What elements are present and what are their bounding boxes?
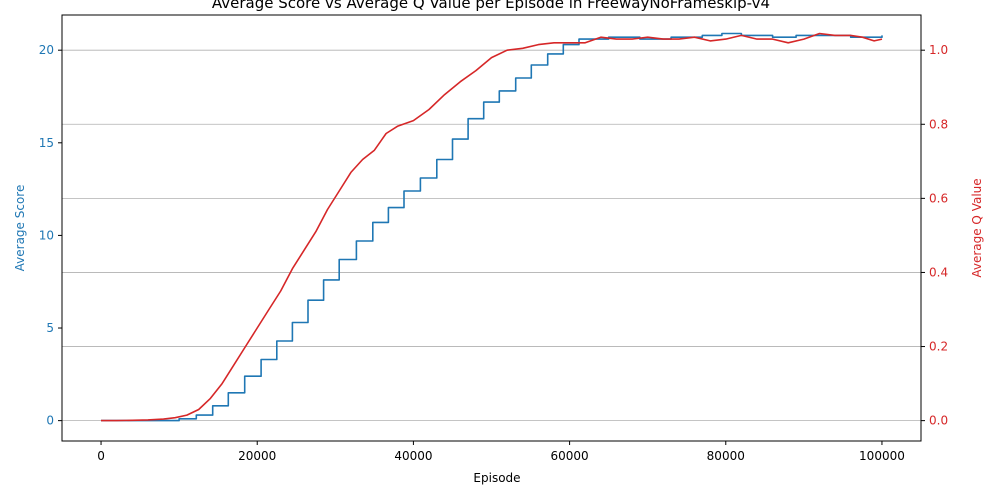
y-axis-right: 0.0 0.2 0.4 0.6 0.8 1.0 — [921, 43, 948, 428]
y-axis-left-label: Average Score — [13, 185, 27, 272]
y-left-tick-label: 20 — [39, 43, 54, 57]
x-axis: 0 20000 40000 60000 80000 100000 — [97, 441, 905, 463]
y-axis-right-label: Average Q Value — [970, 178, 984, 277]
series-layer — [101, 32, 883, 422]
x-tick-label: 100000 — [859, 449, 905, 463]
chart-title: Average Score vs Average Q Value per Epi… — [212, 0, 770, 12]
x-tick-label: 0 — [97, 449, 105, 463]
y-axis-left: 0 5 10 15 20 — [39, 43, 62, 428]
y-right-tick-label: 0.2 — [929, 340, 948, 354]
series-line-score — [101, 32, 883, 422]
y-right-tick-label: 1.0 — [929, 43, 948, 57]
plot-frame — [61, 14, 922, 442]
x-tick-label: 80000 — [707, 449, 745, 463]
y-left-tick-label: 0 — [46, 414, 54, 428]
y-left-tick-label: 5 — [46, 321, 54, 335]
x-tick-label: 20000 — [238, 449, 276, 463]
y-left-tick-label: 10 — [39, 228, 54, 242]
y-right-tick-label: 0.8 — [929, 117, 948, 131]
x-tick-label: 40000 — [394, 449, 432, 463]
gridlines — [62, 49, 921, 422]
y-right-tick-label: 0.4 — [929, 265, 948, 279]
x-tick-label: 60000 — [550, 449, 588, 463]
y-right-tick-label: 0.6 — [929, 191, 948, 205]
y-left-tick-label: 15 — [39, 136, 54, 150]
y-right-tick-label: 0.0 — [929, 414, 948, 428]
series-line-q-value — [101, 32, 883, 422]
x-axis-label: Episode — [473, 471, 520, 485]
